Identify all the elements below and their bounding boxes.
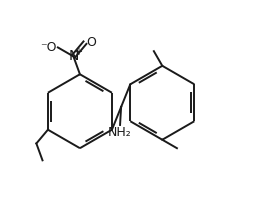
Text: NH₂: NH₂ — [108, 126, 132, 139]
Text: O: O — [86, 36, 96, 49]
Text: ⁻O: ⁻O — [40, 41, 57, 54]
Text: +: + — [74, 47, 82, 57]
Text: N: N — [68, 49, 79, 63]
